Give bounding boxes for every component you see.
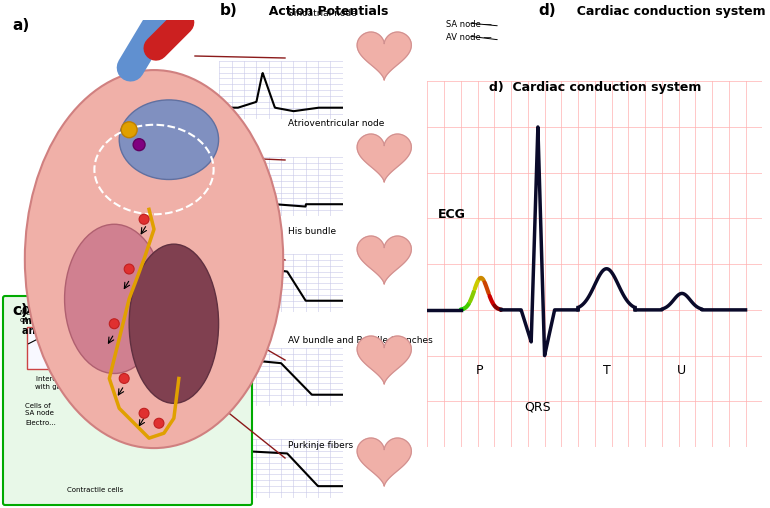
- Ellipse shape: [129, 244, 219, 403]
- Text: ECG: ECG: [437, 208, 465, 221]
- Text: U: U: [678, 364, 687, 377]
- Text: SA node —: SA node —: [446, 20, 492, 29]
- Polygon shape: [357, 134, 411, 182]
- Text: myocardial tissue: myocardial tissue: [22, 316, 119, 326]
- Text: AV node —: AV node —: [447, 33, 492, 42]
- Text: Electro...: Electro...: [25, 420, 56, 426]
- FancyBboxPatch shape: [94, 327, 151, 369]
- Ellipse shape: [65, 224, 164, 373]
- Circle shape: [124, 264, 134, 274]
- FancyBboxPatch shape: [27, 327, 84, 369]
- Polygon shape: [357, 236, 411, 284]
- Text: His bundle: His bundle: [288, 227, 336, 236]
- Text: Sinoatrial node: Sinoatrial node: [288, 9, 357, 18]
- Circle shape: [109, 319, 119, 329]
- Circle shape: [133, 139, 145, 151]
- Text: P: P: [476, 364, 483, 377]
- Ellipse shape: [25, 70, 283, 448]
- Circle shape: [139, 214, 149, 224]
- Text: Contractile cells: Contractile cells: [67, 487, 123, 493]
- Ellipse shape: [119, 100, 219, 179]
- Text: d): d): [538, 3, 556, 18]
- Text: d)  Cardiac conduction system: d) Cardiac conduction system: [489, 81, 701, 94]
- Text: Cardiac conduction system: Cardiac conduction system: [568, 5, 765, 18]
- Polygon shape: [357, 336, 411, 384]
- Text: T: T: [603, 364, 611, 377]
- Polygon shape: [357, 32, 411, 80]
- Text: Membrane potential
of contractile cell: Membrane potential of contractile cell: [87, 309, 157, 323]
- Circle shape: [139, 408, 149, 418]
- Text: AV bundle and Bundle branches: AV bundle and Bundle branches: [288, 336, 433, 345]
- Text: Organization of working: Organization of working: [22, 306, 156, 316]
- Text: Purkinje fibers: Purkinje fibers: [288, 441, 353, 450]
- Polygon shape: [357, 438, 411, 486]
- Text: Cells of
SA node: Cells of SA node: [25, 403, 54, 416]
- Text: Intercalated disk
with gap junction: Intercalated disk with gap junction: [35, 376, 95, 390]
- Circle shape: [121, 122, 137, 138]
- FancyArrowPatch shape: [131, 23, 158, 68]
- Circle shape: [154, 418, 164, 428]
- Text: b): b): [220, 3, 238, 18]
- FancyArrowPatch shape: [156, 22, 182, 48]
- Text: c): c): [12, 303, 28, 318]
- FancyBboxPatch shape: [3, 296, 252, 505]
- Text: and action potential: and action potential: [22, 326, 133, 336]
- Text: QRS: QRS: [524, 400, 551, 414]
- Text: Membrane potential
of autorhythmic cell: Membrane potential of autorhythmic cell: [20, 309, 90, 323]
- Text: Action Potentials: Action Potentials: [260, 5, 388, 18]
- Text: Atrioventricular node: Atrioventricular node: [288, 119, 384, 128]
- Text: a): a): [12, 18, 29, 33]
- Circle shape: [119, 373, 129, 384]
